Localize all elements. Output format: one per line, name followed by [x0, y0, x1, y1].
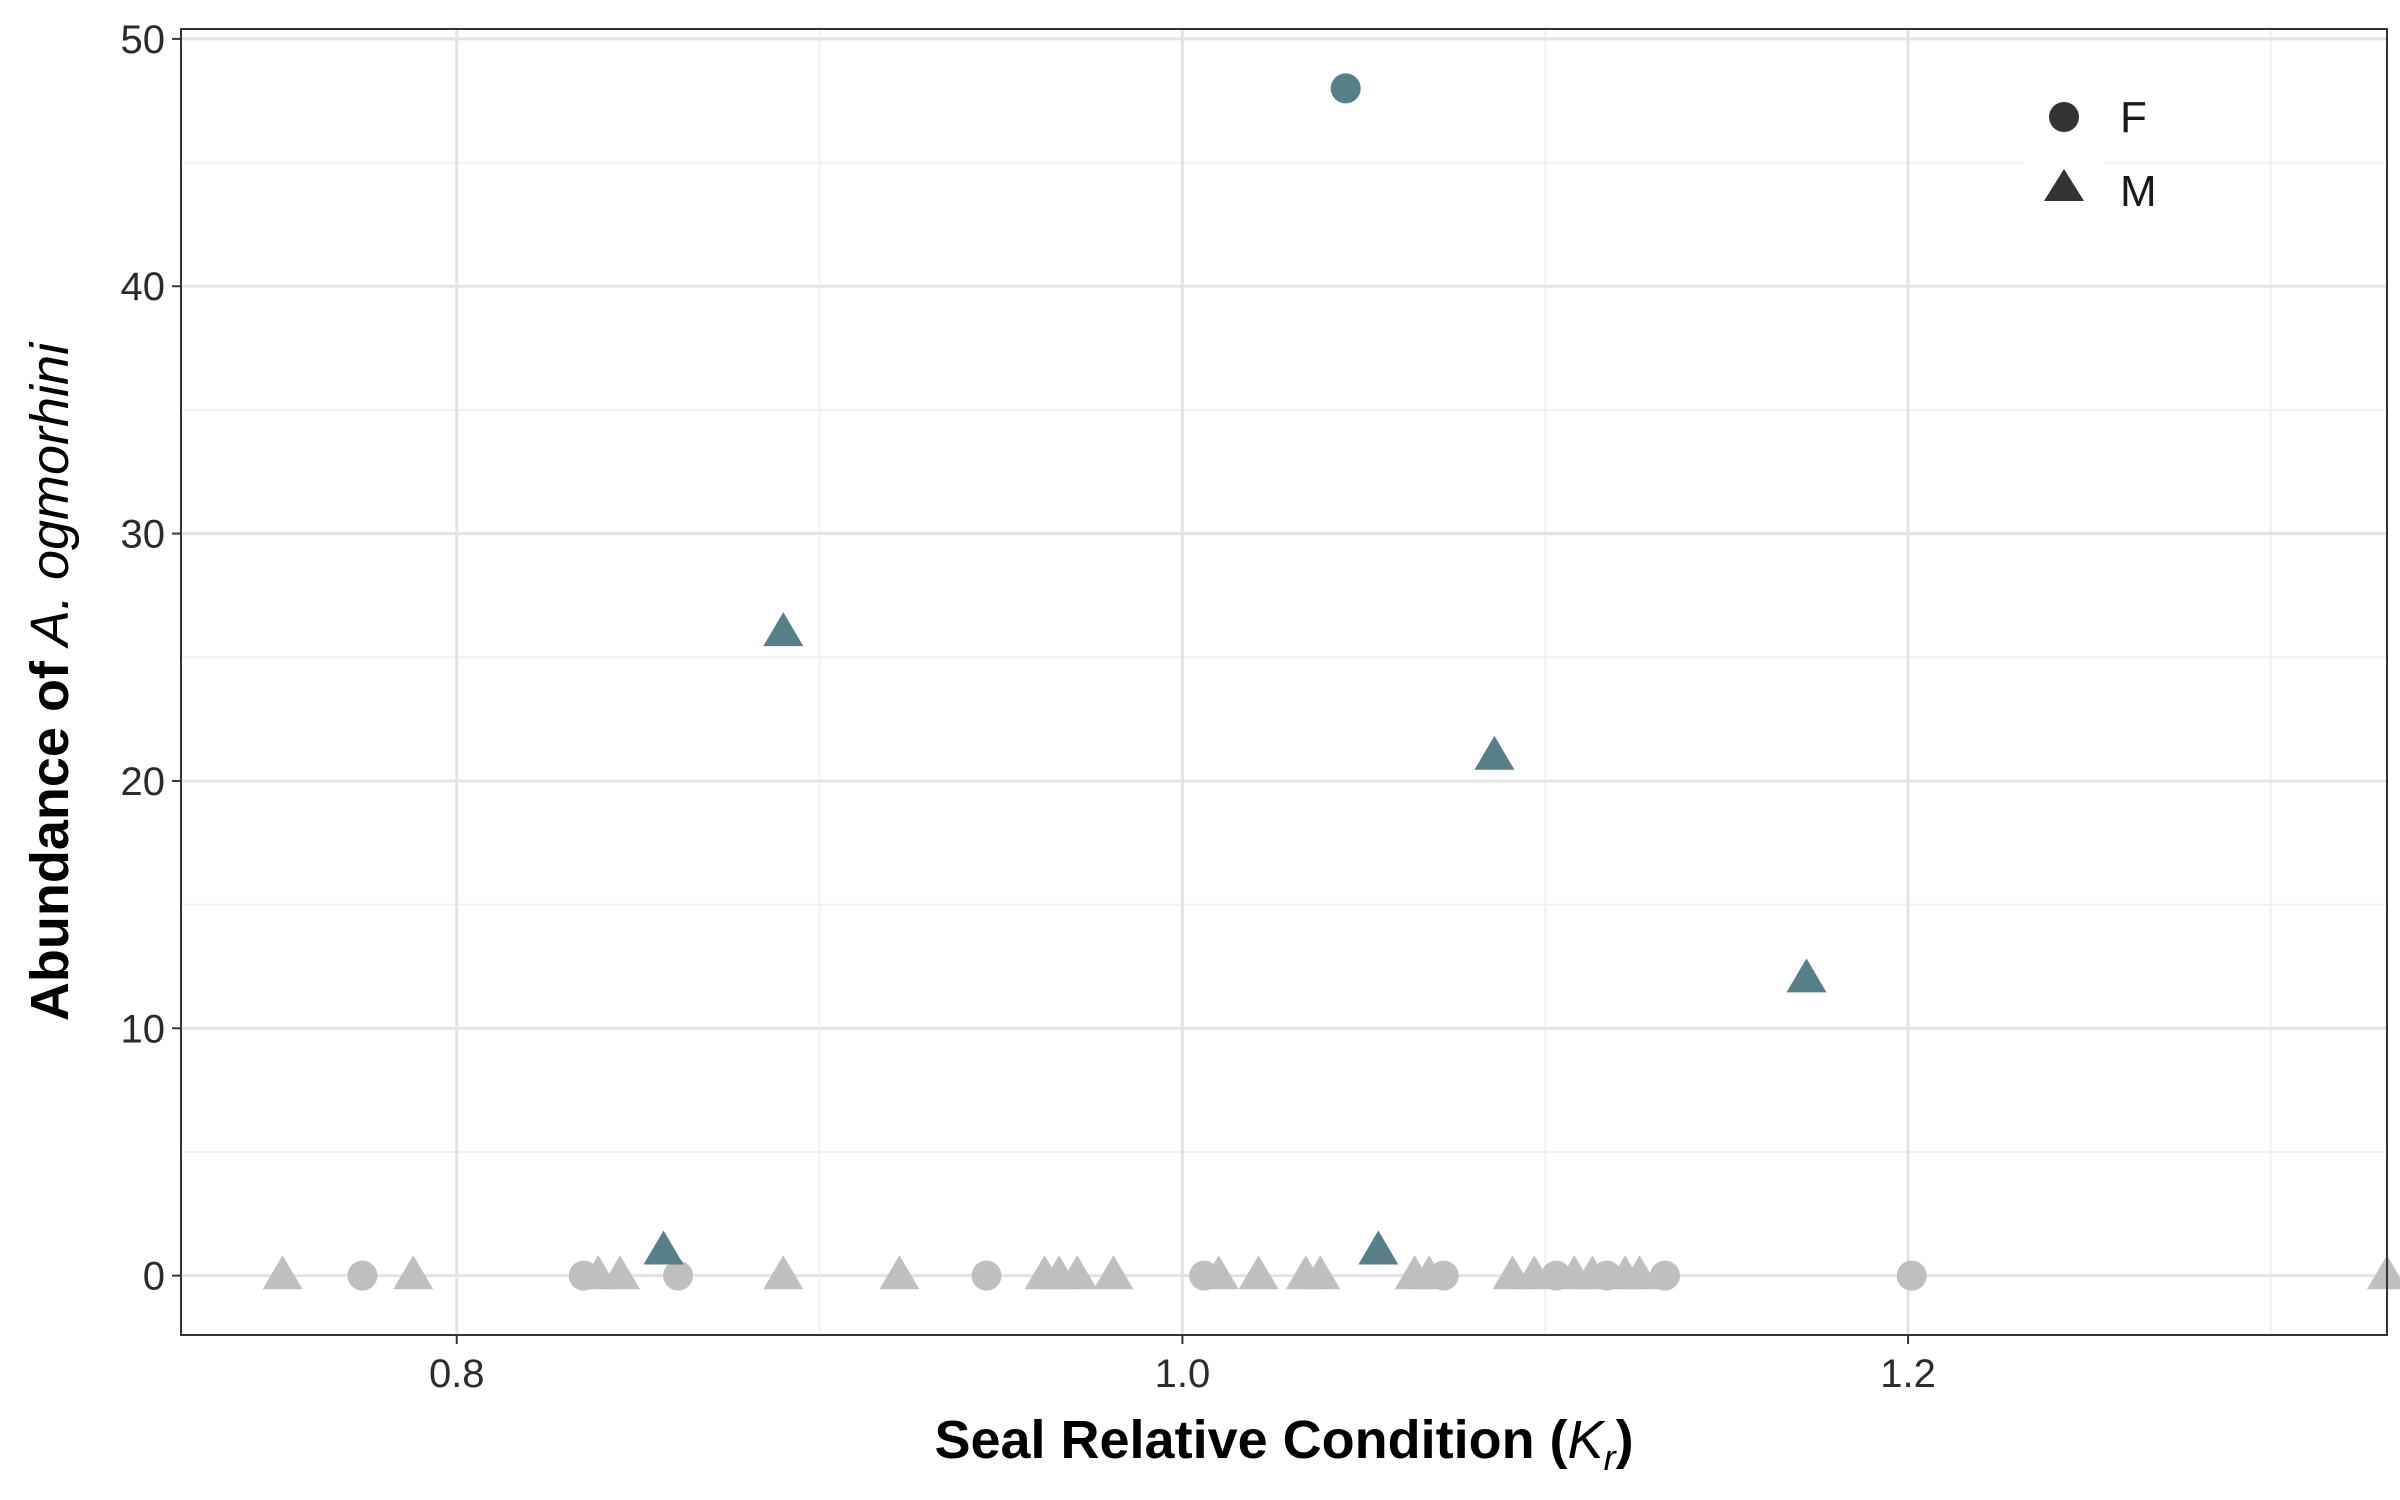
- y-tick-label: 10: [121, 1007, 166, 1051]
- y-tick-label: 50: [121, 18, 166, 62]
- x-tick-label: 1.2: [1880, 1352, 1936, 1396]
- data-point-m-triangle: [2367, 1255, 2400, 1290]
- y-axis-title: Abundance of A. ogmorhini: [20, 341, 80, 1021]
- x-axis-title-suffix: ): [1616, 1410, 1634, 1470]
- legend: F M: [2025, 78, 2157, 238]
- data-point-m-triangle: [1198, 1255, 1239, 1290]
- data-point-f-circle: [663, 1260, 694, 1291]
- data-point-f-circle: [347, 1260, 378, 1291]
- legend-label-m: M: [2120, 167, 2157, 216]
- data-point-m-triangle: [1786, 958, 1827, 993]
- x-axis-title-subscript: r: [1604, 1437, 1618, 1478]
- y-tick-label: 30: [121, 513, 166, 557]
- data-point-f-circle: [1896, 1260, 1927, 1291]
- data-point-m-triangle: [1514, 1255, 1555, 1290]
- data-point-m-triangle: [1238, 1255, 1279, 1290]
- data-point-f-circle: [1649, 1260, 1680, 1291]
- legend-label-f: F: [2120, 93, 2147, 142]
- data-point-m-triangle: [1057, 1255, 1098, 1290]
- y-axis-title-species: A. ogmorhini: [20, 341, 80, 649]
- data-point-m-triangle: [1300, 1255, 1341, 1290]
- plot-panel-border: [180, 28, 2388, 1336]
- data-point-m-triangle: [262, 1255, 303, 1290]
- legend-key-f-circle: [2049, 102, 2079, 132]
- legend-key-m-triangle: [2044, 169, 2084, 201]
- x-tick-label: 1.0: [1155, 1352, 1211, 1396]
- data-point-m-triangle: [1572, 1255, 1613, 1290]
- x-axis-title-symbol: K: [1568, 1410, 1606, 1470]
- data-point-m-triangle: [643, 1230, 684, 1265]
- data-points: [262, 73, 2400, 1291]
- y-tick-label: 40: [121, 265, 166, 309]
- data-point-m-triangle: [879, 1255, 920, 1290]
- plot-panel-background: [181, 29, 2387, 1335]
- data-point-m-triangle: [600, 1255, 641, 1290]
- x-axis-title-prefix: Seal Relative Condition (: [934, 1410, 1567, 1470]
- x-axis-title: Seal Relative Condition (Kr): [934, 1410, 1633, 1478]
- data-point-m-triangle: [1619, 1255, 1660, 1290]
- data-point-m-triangle: [1358, 1230, 1399, 1265]
- data-point-m-triangle: [763, 1255, 804, 1290]
- x-tick-label: 0.8: [429, 1352, 485, 1396]
- data-point-f-circle: [971, 1260, 1002, 1291]
- y-tick-label: 20: [121, 760, 166, 804]
- data-point-m-triangle: [1409, 1255, 1450, 1290]
- data-point-m-triangle: [1474, 735, 1515, 770]
- axis-ticks: 0 10 20 30 40 50 0.8 1.0 1.2: [121, 18, 1936, 1396]
- y-tick-label: 0: [143, 1255, 165, 1299]
- legend-background: [2025, 78, 2105, 238]
- data-point-m-triangle: [1093, 1255, 1134, 1290]
- y-axis-title-prefix: Abundance of: [20, 646, 80, 1021]
- data-point-f-circle: [1330, 73, 1361, 104]
- data-point-m-triangle: [763, 612, 804, 647]
- grid-lines: [181, 29, 2387, 1335]
- data-point-m-triangle: [393, 1255, 434, 1290]
